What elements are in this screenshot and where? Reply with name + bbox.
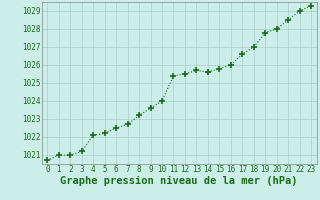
- X-axis label: Graphe pression niveau de la mer (hPa): Graphe pression niveau de la mer (hPa): [60, 176, 298, 186]
